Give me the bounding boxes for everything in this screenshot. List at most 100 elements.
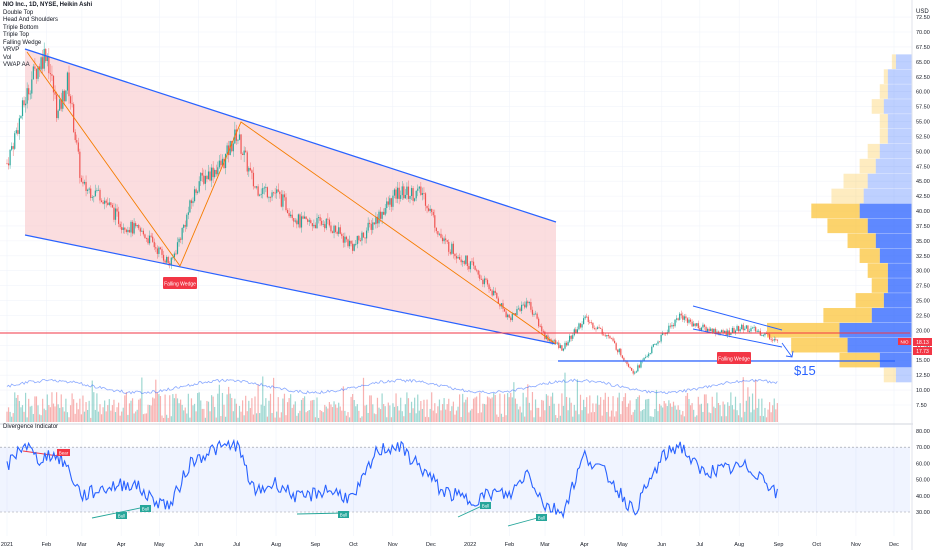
volume-bar	[734, 396, 737, 422]
volume-bar	[235, 403, 237, 422]
volume-bar	[593, 412, 596, 422]
candle-body	[345, 236, 348, 240]
candle-body	[12, 146, 14, 149]
time-tick-label: Oct	[812, 542, 821, 548]
volume-bar	[206, 400, 208, 422]
volume-bar	[465, 399, 467, 422]
volume-bar	[469, 410, 472, 422]
volume-profile-up	[867, 173, 912, 189]
volume-bar	[294, 401, 296, 422]
price-axis[interactable]: 7.50 10.00 12.50 15.00 17.50 20.00 22.50 25.00 2…	[916, 15, 930, 409]
candle-body	[448, 241, 450, 252]
volume-bar	[74, 413, 76, 422]
volume-bar	[414, 397, 416, 422]
price-tick-label: 57.50	[916, 105, 930, 111]
price-tick-label: 42.50	[916, 194, 930, 200]
volume-bar	[533, 417, 535, 422]
volume-bar	[634, 409, 636, 422]
volume-bar	[231, 397, 233, 422]
volume-bar	[390, 417, 392, 422]
volume-bar	[116, 407, 118, 422]
candle-body	[671, 325, 673, 327]
candle-body	[579, 323, 582, 328]
volume-bar	[25, 392, 27, 422]
volume-bar	[722, 401, 724, 422]
volume-bar	[313, 399, 315, 422]
candle-body	[291, 214, 293, 219]
volume-bar	[682, 411, 684, 422]
time-axis[interactable]: 2021 Feb Mar Apr May Jun Jul Aug Sep Oct Nov Dec 202…	[1, 542, 899, 548]
candle-body	[418, 186, 420, 189]
candle-body	[28, 88, 30, 95]
volume-bar	[671, 406, 673, 422]
legend-item[interactable]: Head And Shoulders	[3, 17, 59, 23]
indicator-title[interactable]: Divergence Indicator	[3, 424, 59, 430]
volume-profile-down	[859, 248, 880, 263]
candle-body	[180, 238, 182, 240]
candle-body	[607, 335, 609, 337]
volume-bar	[705, 394, 707, 422]
volume-bar	[441, 404, 444, 422]
candle-body	[590, 322, 592, 324]
volume-bar	[525, 397, 527, 422]
candle-body	[370, 224, 372, 230]
volume-bar	[40, 415, 42, 422]
legend-item[interactable]: VRVP	[3, 47, 20, 53]
candle-body	[634, 372, 636, 374]
volume-bar	[769, 402, 771, 422]
volume-bar	[676, 409, 678, 422]
candle-body	[304, 216, 306, 219]
volume-bar	[159, 396, 162, 422]
time-tick-label: Jun	[657, 542, 666, 548]
legend-item[interactable]: Vol	[3, 54, 12, 61]
volume-bar	[217, 393, 219, 422]
time-tick-label: Sep	[774, 542, 784, 548]
candle-body	[90, 188, 92, 198]
volume-bar	[519, 406, 521, 422]
candle-body	[485, 278, 487, 280]
time-tick-label: Nov	[851, 542, 861, 548]
candle-body	[65, 90, 67, 102]
legend-item[interactable]: VWAP AA	[3, 62, 30, 68]
candle-body	[389, 198, 391, 205]
candle-body	[176, 242, 179, 254]
volume-profile-down	[843, 173, 868, 189]
legend-item[interactable]: Double Top	[3, 9, 34, 16]
volume-bar	[341, 410, 343, 422]
candle-body	[6, 163, 8, 165]
volume-profile-up	[839, 322, 912, 338]
legend-item[interactable]: Falling Wedge	[3, 39, 42, 46]
volume-bar	[207, 401, 210, 422]
candle-body	[544, 331, 546, 339]
candle-body	[693, 323, 695, 327]
time-tick-label: Feb	[505, 542, 514, 548]
candle-body	[711, 328, 713, 334]
volume-bar	[124, 395, 126, 422]
legend-item[interactable]: Triple Bottom	[3, 24, 39, 31]
candle-body	[694, 323, 696, 326]
candle-body	[733, 327, 735, 333]
time-tick-label: 2021	[1, 542, 13, 548]
volume-bar	[665, 403, 667, 422]
small-wedge-upper	[692, 305, 783, 331]
candle-body	[682, 315, 684, 320]
candle-body	[722, 330, 724, 334]
legend-item[interactable]: Triple Top	[3, 32, 30, 38]
candle-body	[446, 240, 448, 242]
candle-body	[330, 225, 332, 232]
candle-body	[398, 187, 400, 199]
candle-body	[449, 251, 451, 254]
candle-body	[162, 254, 165, 261]
volume-bar	[730, 392, 732, 422]
candle-body	[739, 329, 741, 332]
candle-body	[562, 348, 565, 351]
volume-bar	[52, 403, 55, 422]
volume-bar	[773, 398, 775, 422]
candle-body	[651, 346, 653, 354]
candle-body	[623, 357, 625, 361]
volume-bar	[739, 403, 741, 422]
chart-title[interactable]: NIO Inc., 1D, NYSE, Heikin Ashi	[3, 2, 93, 8]
volume-bar	[606, 412, 608, 422]
volume-profile-down	[867, 263, 888, 278]
candle-body	[245, 150, 247, 153]
